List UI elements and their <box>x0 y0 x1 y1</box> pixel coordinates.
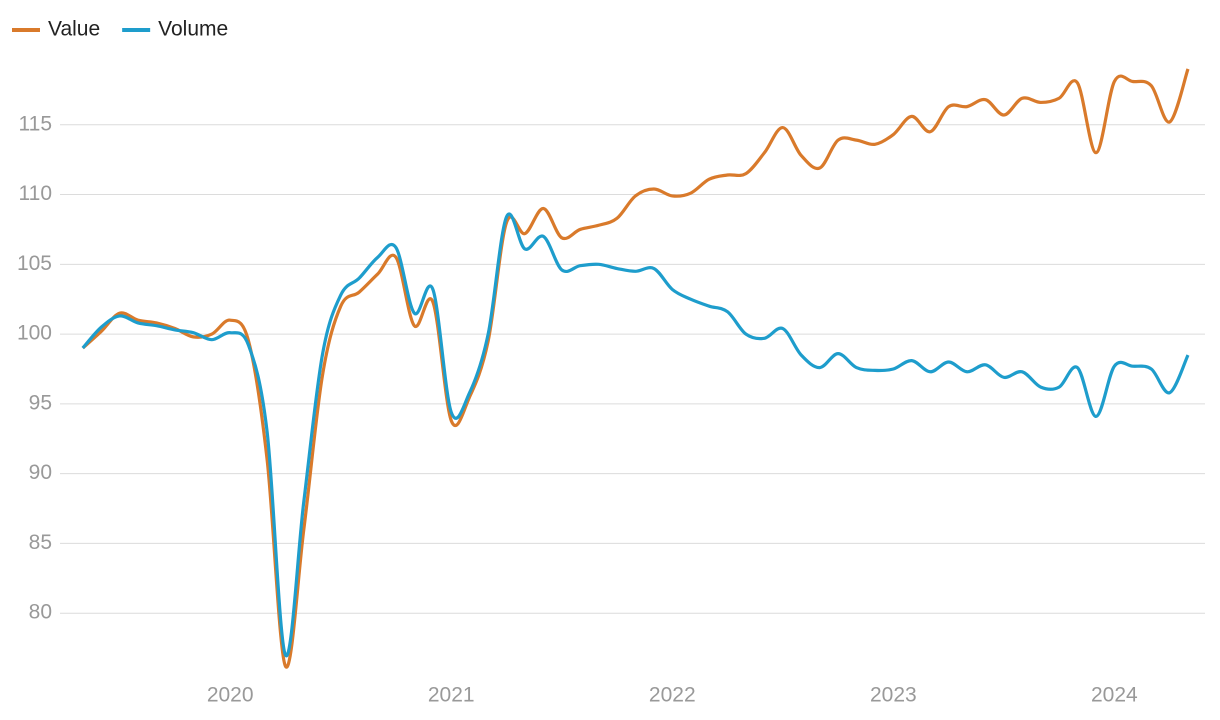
y-tick-label: 95 <box>29 391 52 414</box>
y-tick-label: 115 <box>19 112 52 135</box>
x-tick-label: 2024 <box>1091 684 1138 707</box>
x-tick-label: 2020 <box>207 684 254 707</box>
x-tick-label: 2023 <box>870 684 917 707</box>
legend-label: Volume <box>158 18 228 41</box>
legend-label: Value <box>48 18 100 41</box>
y-tick-label: 110 <box>19 182 52 205</box>
line <box>81 212 1190 658</box>
y-tick-label: 105 <box>17 252 52 275</box>
y-tick-label: 80 <box>29 601 52 624</box>
y-tick-label: 85 <box>29 531 52 554</box>
x-tick-label: 2022 <box>649 684 696 707</box>
x-tick-label: 2021 <box>428 684 475 707</box>
y-tick-label: 100 <box>17 322 52 345</box>
line <box>81 68 1190 669</box>
y-tick-label: 90 <box>29 461 52 484</box>
